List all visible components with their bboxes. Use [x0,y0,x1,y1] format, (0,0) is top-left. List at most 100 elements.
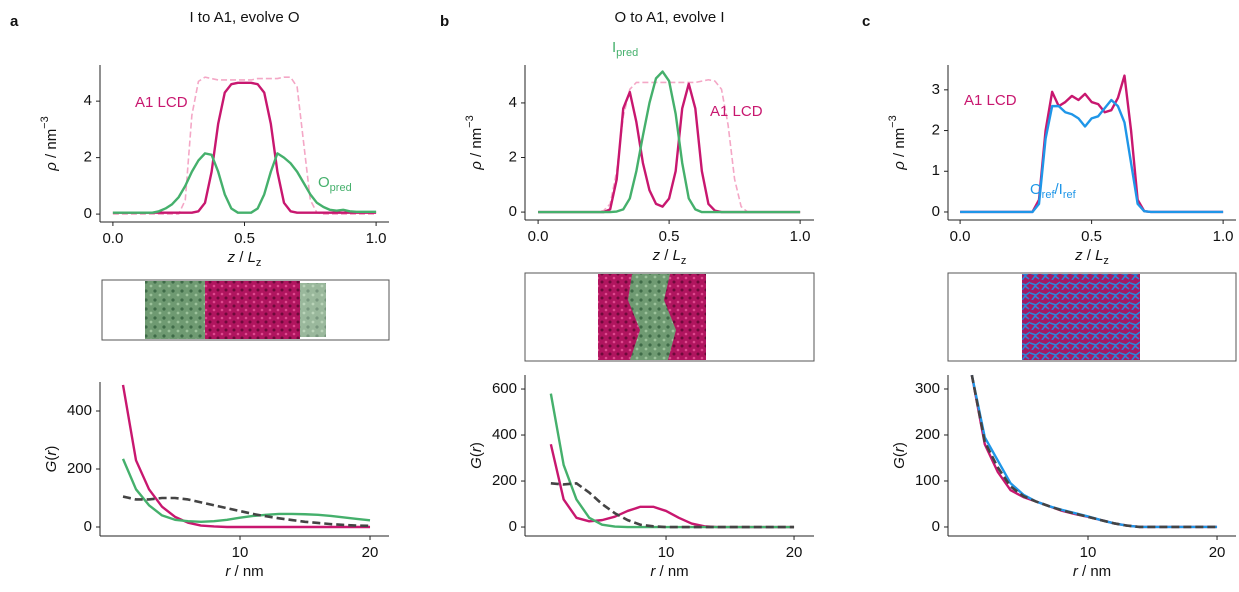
y-tick-label: 200 [67,460,92,477]
snapshot-phase [205,281,300,339]
series-label-part: pred [616,47,638,59]
series-label-part: O [318,174,330,191]
x-axis-label-part: z [652,247,661,264]
x-tick-label: 1.0 [366,230,387,247]
y-axis-label-part: ρ [891,161,908,171]
x-axis-label-part: r [650,563,656,580]
y-tick-label: 0 [84,518,92,535]
y-axis-label-part: G [891,457,908,469]
series-label-part: pred [330,182,352,194]
snapshot-b [524,272,815,362]
x-axis-label-part: L [673,247,681,264]
y-axis-label-part: / nm [468,128,485,161]
y-tick-label: 100 [915,472,940,489]
y-tick-label: 300 [915,380,940,397]
y-tick-label: 0 [932,518,940,535]
y-axis-label-part: / nm [891,128,908,161]
panel-letter: a [10,13,19,30]
x-axis-label-part: / nm [655,563,688,580]
y-tick-label: 200 [492,472,517,489]
series-label-part: I [612,39,616,56]
y-axis-label-part: ρ [43,162,60,172]
series-line [960,98,1224,214]
y-axis-label-part: ) [891,442,908,447]
series-label-part: /I [1055,181,1063,198]
series-line [112,76,377,215]
series-label: A1 LCD [964,92,1017,109]
x-axis-label-part: z [227,249,236,266]
y-axis-label-part: / nm [43,129,60,162]
series-line [550,482,795,529]
x-axis-label-part: / nm [230,563,263,580]
chart: 0.0 0.5 1.0 0 2 4 [509,65,814,245]
y-axis-label-part: −3 [887,115,899,128]
x-axis-label: z / Lz [1074,247,1109,267]
y-tick-label: 2 [509,148,517,165]
y-axis-label: ρ / nm−3 [464,115,485,170]
x-axis-label-part: z [1103,255,1109,267]
y-tick-label: 3 [932,81,940,98]
y-axis-label-part: ρ [468,161,485,171]
y-axis-label: ρ / nm−3 [39,116,60,171]
series-line [112,152,377,214]
y-axis-label-part: G [468,457,485,469]
y-tick-label: 1 [932,162,940,179]
series-line [549,393,795,529]
x-tick-label: 0.5 [234,230,255,247]
y-tick-label: 400 [492,426,517,443]
x-axis-label-part: z [1074,247,1083,264]
chart: 0.0 0.5 1.0 0 2 4 [84,65,389,247]
series-label: Ipred [612,39,638,59]
chart-title: I to A1, evolve O [189,9,299,26]
y-axis-label-part: r [468,446,485,452]
y-tick-label: 0 [509,203,517,220]
x-tick-label: 20 [362,544,379,561]
x-axis-label-part: / nm [1078,563,1111,580]
x-axis-label: r / nm [225,563,263,580]
x-tick-label: 10 [658,544,675,561]
y-tick-label: 4 [84,92,92,109]
y-tick-label: 4 [509,94,517,111]
panel-letter: c [862,13,870,30]
x-axis-label-part: r [1073,563,1079,580]
y-axis-label-part: ( [43,456,60,461]
y-axis-label-part: ( [468,452,485,457]
y-axis-label-part: G [43,460,60,472]
panel-letter: b [440,13,449,30]
x-axis-label-part: / [660,247,673,264]
x-tick-label: 0.0 [950,228,971,245]
x-axis-label-part: L [1095,247,1103,264]
series-line [121,458,371,523]
series-label-part: ref [1042,189,1056,201]
series-line [970,374,1218,529]
series-label: A1 LCD [710,103,763,120]
y-axis-label-part: −3 [464,115,476,128]
y-axis-label-part: −3 [39,116,51,129]
x-axis-label: z / Lz [652,247,687,267]
y-axis-label: ρ / nm−3 [887,115,908,170]
x-axis-label-part: / [235,249,248,266]
y-axis-label: G(r) [891,442,908,469]
y-axis-label-part: r [43,450,60,456]
y-tick-label: 0 [84,205,92,222]
x-tick-label: 0.0 [102,230,123,247]
series-label: Opred [318,174,352,194]
x-tick-label: 1.0 [1213,228,1234,245]
series-line [538,70,801,214]
chart-title: O to A1, evolve I [614,9,724,26]
y-axis-label-part: ) [468,442,485,447]
y-axis-label-part: ) [43,446,60,451]
y-axis-label-part: r [891,446,908,452]
series-line [121,384,371,529]
x-axis-label: z / Lz [227,249,262,269]
snapshot-phase [1022,274,1140,360]
snapshot-c [947,272,1237,362]
chart: 0.0 0.5 1.0 0 1 2 3 [932,65,1236,245]
y-axis-label: G(r) [43,446,60,473]
x-tick-label: 20 [786,544,803,561]
x-axis-label-part: L [248,249,256,266]
x-tick-label: 1.0 [790,228,811,245]
x-axis-label: r / nm [650,563,688,580]
